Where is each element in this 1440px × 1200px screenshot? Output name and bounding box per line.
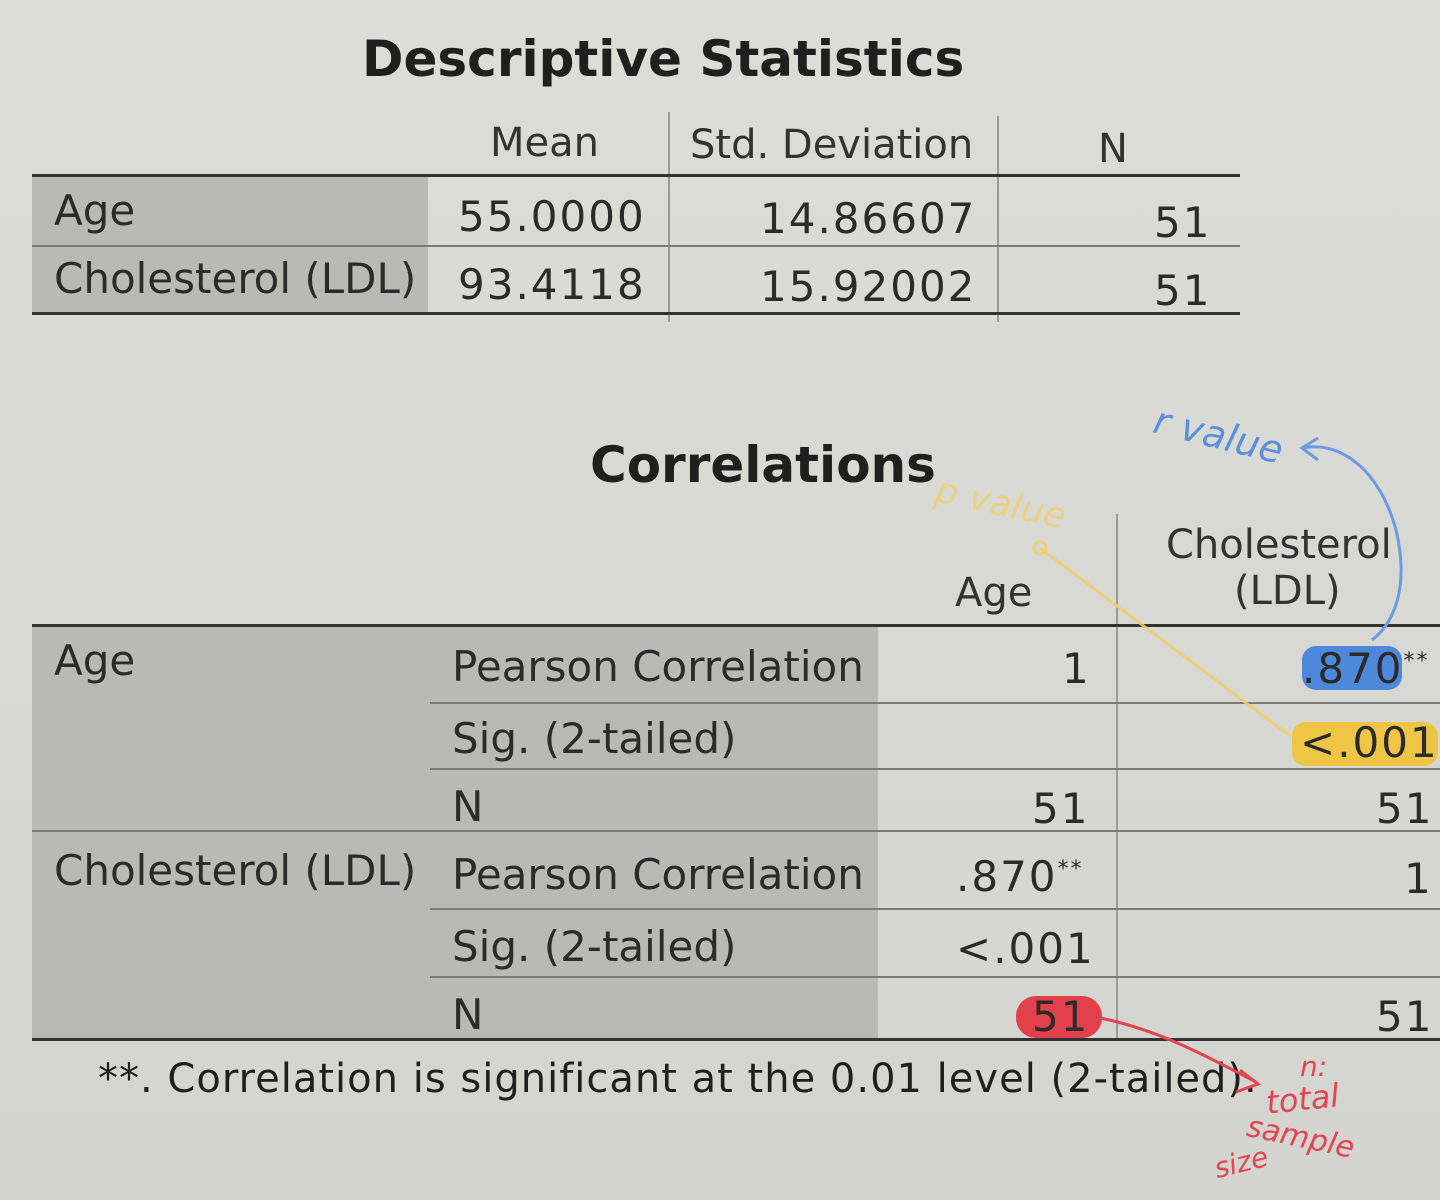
corr-stat-label: Sig. (2-tailed): [452, 714, 737, 763]
desc-cholesterol-n: 51: [1154, 266, 1212, 315]
desc-row-label-cholesterol: Cholesterol (LDL): [54, 254, 417, 303]
corr-header-age: Age: [955, 570, 1033, 616]
corr-age-chol-n: 51: [1376, 784, 1434, 833]
desc-cholesterol-sd: 15.92002: [760, 262, 977, 311]
corr-chol-chol-n: 51: [1376, 992, 1434, 1041]
corr-age-chol-sig: <.001: [1300, 718, 1439, 767]
corr-row-divider: [430, 908, 1440, 910]
corr-stat-label: N: [452, 990, 484, 1039]
desc-age-sd: 14.86607: [760, 194, 977, 243]
corr-chol-chol-pearson: 1: [1404, 854, 1433, 903]
correlation-footnote: **. Correlation is significant at the 0.…: [98, 1056, 1258, 1102]
corr-stat-label: Pearson Correlation: [452, 642, 864, 691]
corr-age-age-n: 51: [1032, 784, 1090, 833]
desc-cholesterol-mean: 93.4118: [458, 260, 646, 309]
corr-age-chol-pearson: .870**: [1302, 644, 1430, 693]
corr-header-cholesterol-line2: (LDL): [1234, 568, 1341, 614]
desc-row-label-age: Age: [54, 186, 136, 235]
corr-row-divider: [430, 702, 1440, 704]
r-value-highlight: [1302, 646, 1402, 690]
n-annotation-line1: n:: [1300, 1050, 1328, 1083]
corr-rowlabel-background: [32, 626, 878, 1038]
desc-header-divider: [997, 116, 999, 322]
p-value-annotation: p value: [931, 470, 1070, 538]
corr-stat-label: Pearson Correlation: [452, 850, 864, 899]
header-mean: Mean: [490, 120, 599, 166]
corr-chol-age-pearson: .870**: [956, 852, 1084, 901]
n-annotation-line4: size: [1210, 1139, 1272, 1186]
desc-header-divider: [668, 112, 670, 322]
header-n: N: [1098, 126, 1128, 172]
p-value-arrow-start: [1032, 540, 1048, 556]
desc-age-mean: 55.0000: [458, 192, 646, 241]
r-value-annotation: r value: [1149, 398, 1288, 473]
p-value-highlight: [1292, 722, 1438, 766]
r-value-arrow-head: [1299, 436, 1319, 462]
descriptive-statistics-title: Descriptive Statistics: [362, 30, 965, 88]
corr-top-rule: [32, 624, 1440, 627]
corr-row-divider: [430, 976, 1440, 978]
corr-stat-label: N: [452, 782, 484, 831]
corr-row-divider: [430, 768, 1440, 770]
corr-group-label-cholesterol: Cholesterol (LDL): [54, 846, 417, 895]
desc-row-divider: [32, 245, 1240, 247]
corr-group-label-age: Age: [54, 636, 136, 685]
desc-rowlabel-background: [32, 176, 428, 312]
corr-chol-age-sig: <.001: [956, 924, 1095, 973]
header-std-deviation: Std. Deviation: [690, 122, 974, 168]
corr-age-age-pearson: 1: [1062, 644, 1091, 693]
corr-group-divider: [32, 830, 1440, 832]
desc-bottom-rule: [32, 312, 1240, 315]
correlations-title: Correlations: [590, 436, 936, 494]
n-highlight: [1016, 996, 1102, 1038]
desc-top-rule: [32, 174, 1240, 177]
corr-stat-label: Sig. (2-tailed): [452, 922, 737, 971]
corr-column-divider: [1116, 514, 1118, 1040]
desc-age-n: 51: [1154, 198, 1212, 247]
corr-header-cholesterol-line1: Cholesterol: [1166, 522, 1392, 568]
corr-chol-age-n: 51: [1032, 992, 1090, 1041]
corr-bottom-rule: [32, 1038, 1440, 1041]
